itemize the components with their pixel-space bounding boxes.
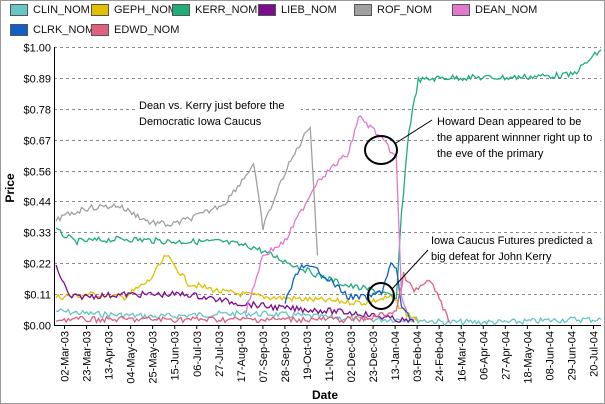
legend-item-geph-nom: GEPH_NOM (91, 3, 177, 17)
y-tick-label: $0.22 (23, 259, 51, 271)
annotation-text: Dean vs. Kerry just before the (139, 100, 285, 112)
legend-item-clrk-nom: CLRK_NOM (10, 23, 94, 37)
annotation-text: the eve of the primary (437, 148, 544, 160)
x-tick-label: 13-Jan-04 (390, 331, 402, 381)
legend-swatch (91, 4, 109, 16)
legend-swatch (258, 4, 276, 16)
kerry-highlight-circle (367, 282, 395, 310)
x-tick-label: 13-Apr-03 (104, 331, 116, 380)
y-tick-label: $0.33 (23, 228, 51, 240)
x-tick-label: 27-Apr-04 (500, 331, 512, 380)
series-line-clin-nom (55, 308, 602, 327)
legend-swatch (172, 4, 190, 16)
legend-swatch (10, 24, 28, 36)
legend-swatch (452, 4, 470, 16)
x-tick-label: 23-Mar-03 (82, 331, 94, 382)
x-tick-label: 06-Apr-04 (478, 331, 490, 380)
x-tick-label: 06-Jul-03 (192, 331, 204, 377)
annotations: Dean vs. Kerry just before the Democratic… (136, 98, 600, 310)
x-tick-label: 15-Jun-03 (170, 331, 182, 381)
y-axis-label: Price (3, 173, 17, 203)
annotation-text: big defeat for John Kerry (431, 251, 552, 263)
legend-label: DEAN_NOM (475, 4, 538, 16)
legend-label: CLIN_NOM (33, 4, 90, 16)
x-tick-label: 08-Jun-04 (544, 331, 556, 381)
x-tick-label: 04-May-03 (126, 331, 138, 384)
x-tick-label: 20-Jul-04 (589, 331, 601, 377)
y-tick-label: $0.44 (23, 197, 51, 209)
y-tick-label: $0.56 (23, 167, 51, 179)
x-axis-label: Date (312, 388, 338, 402)
legend-label: ROF_NOM (377, 4, 432, 16)
series-lines (55, 49, 602, 327)
x-tick-label: 23-Dec-03 (368, 331, 380, 382)
legend-swatch (10, 4, 28, 16)
legend-item-lieb-nom: LIEB_NOM (258, 3, 337, 17)
legend-swatch (91, 24, 109, 36)
y-tick-label: $0.11 (24, 290, 51, 302)
series-line-lieb-nom (55, 264, 415, 324)
dean-pointer-line (395, 119, 433, 144)
x-tick-label: 17-Aug-03 (236, 331, 248, 382)
x-tick-label: 11-Nov-03 (324, 331, 336, 382)
y-tick-label: $1.00 (23, 43, 51, 55)
kerry-pointer-line (391, 249, 429, 290)
x-tick-label: 16-Mar-04 (456, 331, 468, 382)
series-line-kerr-nom (55, 49, 602, 300)
legend-item-clin-nom: CLIN_NOM (10, 3, 90, 17)
x-axis-ticks: 02-Mar-03 23-Mar-03 13-Apr-03 04-May-03 25-M… (60, 325, 601, 384)
y-tick-label: $0.67 (23, 136, 51, 148)
annotation-text: Howard Dean appeared to be (437, 116, 581, 128)
gridlines (54, 47, 601, 326)
legend-label: KERR_NOM (195, 4, 258, 16)
x-tick-label: 29-Jun-04 (566, 331, 578, 381)
y-tick-label: $0.78 (23, 105, 51, 117)
legend-item-kerr-nom: KERR_NOM (172, 3, 257, 17)
x-tick-label: 28-Sep-03 (280, 331, 292, 382)
y-tick-label: $0.89 (23, 74, 51, 86)
y-tick-label: $0.00 (23, 321, 51, 333)
legend-item-edwd-nom: EDWD_NOM (91, 23, 179, 37)
legend-label: GEPH_NOM (114, 4, 177, 16)
legend: CLIN_NOM GEPH_NOM KERR_NOM LIEB_NOM ROF_NOM D… (0, 0, 605, 46)
annotation-box (136, 98, 301, 128)
legend-swatch (354, 4, 372, 16)
x-tick-label: 18-May-04 (522, 331, 534, 384)
y-axis-ticks: $0.00 $0.11 $0.22 $0.33 $0.44 $0.56 $0.67 $0.78… (23, 43, 51, 333)
dean-highlight-circle (364, 135, 398, 165)
annotation-text: Iowa Caucus Futures predicted a (431, 235, 593, 247)
x-tick-label: 02-Mar-03 (60, 331, 72, 382)
legend-item-rof-nom: ROF_NOM (354, 3, 432, 17)
annotation-box (428, 233, 600, 263)
legend-label: LIEB_NOM (281, 4, 337, 16)
series-line-clrk-nom (284, 261, 411, 320)
legend-label: CLRK_NOM (33, 24, 95, 36)
legend-item-dean-nom: DEAN_NOM (452, 3, 537, 17)
series-line-rof-nom (55, 125, 319, 256)
series-line-edwd-nom (55, 271, 450, 325)
x-tick-label: 25-May-03 (148, 331, 160, 384)
x-tick-label: 27-Jul-03 (214, 331, 226, 377)
x-tick-label: 03-Feb-04 (412, 331, 424, 382)
legend-label: EDWD_NOM (114, 24, 180, 36)
x-tick-label: 02-Dec-03 (346, 331, 358, 382)
x-tick-label: 07-Sep-03 (258, 331, 270, 382)
x-tick-label: 19-Oct-03 (302, 331, 314, 380)
x-tick-label: 24-Feb-04 (434, 331, 446, 382)
annotation-text: the apparent winnner right up to (437, 132, 592, 144)
annotation-box (434, 114, 600, 160)
annotation-text: Democratic Iowa Caucus (139, 116, 262, 128)
